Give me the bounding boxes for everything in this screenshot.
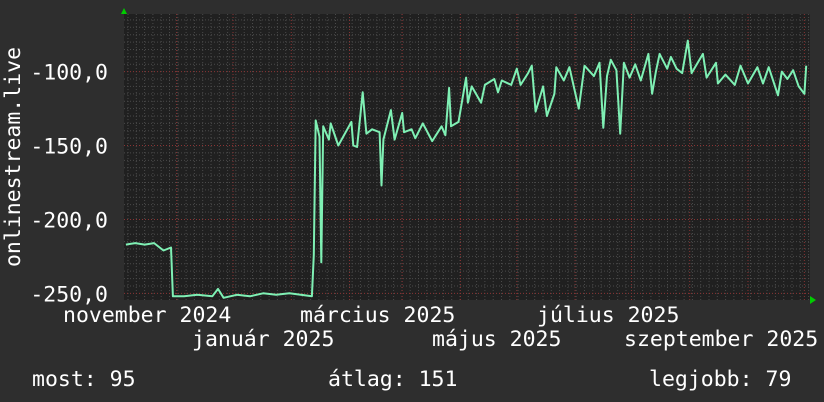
y-axis-title: onlinestream.live (1, 47, 26, 267)
x-tick-label: január 2025 (192, 327, 334, 352)
y-axis-labels: -100,0 -150,0 -200,0 -250,0 (30, 61, 108, 308)
legend-average: átlag: 151 (328, 367, 457, 392)
x-tick-label: március 2025 (300, 303, 455, 328)
legend-current: most: 95 (32, 367, 136, 392)
y-tick-label: -250,0 (30, 282, 108, 307)
legend-best: legjobb: 79 (649, 367, 791, 392)
plot-area (124, 14, 810, 300)
x-axis-arrow-icon (810, 296, 816, 304)
y-tick-label: -150,0 (30, 135, 108, 160)
x-tick-label: november 2024 (63, 303, 231, 328)
x-tick-label: július 2025 (537, 303, 679, 328)
y-tick-label: -100,0 (30, 61, 108, 86)
x-tick-label: május 2025 (432, 327, 561, 352)
x-tick-label: szeptember 2025 (624, 327, 818, 352)
y-axis-arrow-icon (121, 8, 127, 14)
major-grid (124, 14, 810, 300)
series-line (125, 39, 808, 299)
y-tick-label: -200,0 (30, 208, 108, 233)
